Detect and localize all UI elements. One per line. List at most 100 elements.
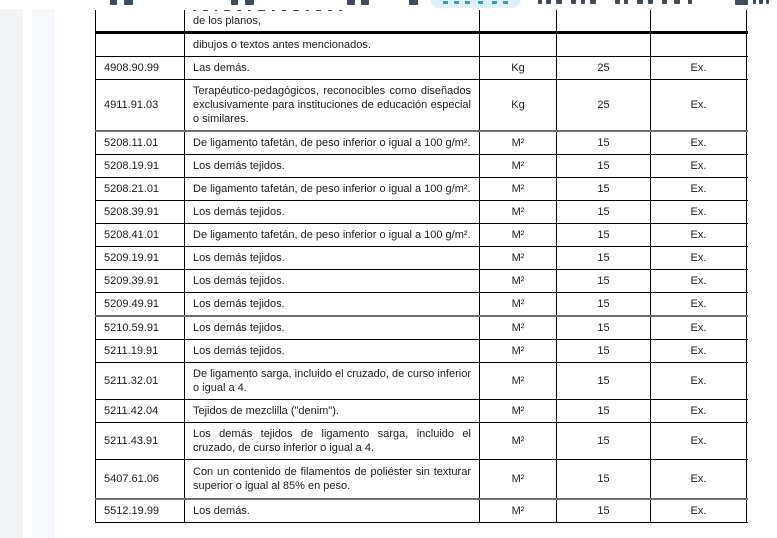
ex-cell: Ex. — [651, 363, 747, 399]
tariff-table: de los planos, dibujos o textos antes men… — [95, 10, 748, 523]
description-cell: Los demás. — [185, 500, 480, 522]
unit-cell: M² — [480, 363, 557, 399]
code-cell: 4908.90.99 — [95, 57, 185, 79]
code-cell: 5211.19.91 — [95, 340, 185, 362]
unit-cell: Kg — [480, 80, 557, 130]
description-cell: Los demás tejidos. — [185, 317, 480, 339]
ex-cell — [651, 10, 747, 31]
rate-cell: 15 — [557, 400, 651, 422]
description-cell: Los demás tejidos. — [185, 293, 480, 315]
table-row: 5211.43.91 Los demás tejidos de ligamento… — [95, 423, 748, 460]
description-text: de los planos, — [193, 15, 261, 27]
description-cell: De ligamento tafetán, de peso inferior o… — [185, 224, 480, 246]
code-cell: 5512.19.99 — [95, 500, 185, 522]
toolbar-text-fragment — [556, 0, 562, 4]
description-cell: De ligamento tafetán, de peso inferior o… — [185, 178, 480, 200]
rate-cell: 15 — [557, 293, 651, 315]
table-row: de los planos, — [95, 10, 748, 34]
toolbar-active-pill-button[interactable] — [431, 0, 520, 8]
code-cell: 5211.42.04 — [95, 400, 185, 422]
ex-cell: Ex. — [651, 155, 747, 177]
unit-cell: M² — [480, 224, 557, 246]
toolbar-icon-fragment — [735, 0, 748, 5]
description-text: De ligamento sarga, incluido el cruzado,… — [193, 368, 471, 394]
code-cell: 4911.91.03 — [95, 80, 185, 130]
rate-cell: 15 — [557, 317, 651, 339]
description-cell: Las demás. — [185, 57, 480, 79]
description-text: Los demás tejidos. — [193, 298, 285, 310]
description-cell: dibujos o textos antes mencionados. — [185, 34, 480, 56]
ex-cell: Ex. — [651, 500, 747, 522]
description-text: Con un contenido de filamentos de poliés… — [193, 466, 471, 492]
clipped-text-fragments — [193, 10, 471, 11]
unit-cell: M² — [480, 460, 557, 498]
code-cell — [95, 34, 185, 56]
table-row: 5211.32.01 De ligamento sarga, incluido e… — [95, 363, 748, 400]
table-row: dibujos o textos antes mencionados. — [95, 34, 748, 57]
ex-cell: Ex. — [651, 400, 747, 422]
ex-cell: Ex. — [651, 247, 747, 269]
description-cell: De ligamento sarga, incluido el cruzado,… — [185, 363, 480, 399]
rate-cell: 25 — [557, 80, 651, 130]
rate-cell: 15 — [557, 423, 651, 459]
ex-cell: Ex. — [651, 57, 747, 79]
rate-cell: 15 — [557, 270, 651, 292]
ex-cell: Ex. — [651, 423, 747, 459]
toolbar-icon-fragment — [409, 0, 418, 5]
description-text: Los demás tejidos. — [193, 345, 285, 357]
table-row: 5208.39.91 Los demás tejidos. M² 15 Ex. — [95, 201, 748, 224]
unit-cell: Kg — [480, 57, 557, 79]
ex-cell: Ex. — [651, 340, 747, 362]
description-cell: De ligamento tafetán, de peso inferior o… — [185, 132, 480, 154]
description-text: Los demás tejidos. — [193, 252, 285, 264]
rate-cell: 15 — [557, 178, 651, 200]
pill-text-fragment — [454, 1, 459, 4]
toolbar-icon-fragment — [759, 0, 763, 4]
pill-text-fragment — [492, 1, 497, 4]
table-row: 5209.39.91 Los demás tejidos. M² 15 Ex. — [95, 270, 748, 293]
toolbar-icon-fragment — [766, 0, 769, 4]
toolbar-text-fragment — [615, 0, 620, 4]
unit-cell: M² — [480, 423, 557, 459]
code-cell: 5208.11.01 — [95, 132, 185, 154]
code-cell: 5209.39.91 — [95, 270, 185, 292]
ex-cell: Ex. — [651, 201, 747, 223]
rate-cell: 15 — [557, 500, 651, 522]
code-cell: 5208.39.91 — [95, 201, 185, 223]
description-text: Las demás. — [193, 62, 250, 74]
table-row: 5210.59.91 Los demás tejidos. M² 15 Ex. — [95, 317, 748, 340]
code-cell — [95, 10, 185, 31]
pill-text-fragment — [478, 1, 483, 4]
code-cell: 5211.32.01 — [95, 363, 185, 399]
description-cell: Los demás tejidos. — [185, 270, 480, 292]
unit-cell: M² — [480, 201, 557, 223]
code-cell: 5209.49.91 — [95, 293, 185, 315]
unit-cell: M² — [480, 293, 557, 315]
toolbar-text-fragment — [546, 0, 551, 4]
unit-cell: M² — [480, 155, 557, 177]
toolbar-text-fragment — [590, 0, 596, 4]
rate-cell: 15 — [557, 201, 651, 223]
description-cell: Los demás tejidos de ligamento sarga, in… — [185, 423, 480, 459]
description-cell: de los planos, — [185, 10, 480, 31]
ex-cell: Ex. — [651, 460, 747, 498]
toolbar-text-fragment — [688, 0, 692, 4]
table-row: 5208.19.91 Los demás tejidos. M² 15 Ex. — [95, 155, 748, 178]
rate-cell — [557, 34, 651, 56]
toolbar-icon-fragment — [124, 0, 133, 5]
table-row: 5211.42.04 Tejidos de mezclilla ("denim")… — [95, 400, 748, 423]
description-cell: Los demás tejidos. — [185, 340, 480, 362]
code-cell: 5208.19.91 — [95, 155, 185, 177]
description-text: Los demás tejidos. — [193, 322, 285, 334]
unit-cell: M² — [480, 132, 557, 154]
rate-cell: 15 — [557, 132, 651, 154]
ex-cell: Ex. — [651, 132, 747, 154]
table-row: 4911.91.03 Terapéutico-pedagógicos, recon… — [95, 80, 748, 132]
toolbar-text-fragment — [674, 0, 680, 4]
description-text: Terapéutico-pedagógicos, reconocibles co… — [193, 85, 471, 125]
toolbar-icon-fragment — [753, 0, 756, 4]
table-row: 5512.19.99 Los demás. M² 15 Ex. — [95, 500, 748, 523]
rate-cell: 15 — [557, 155, 651, 177]
code-cell: 5208.21.01 — [95, 178, 185, 200]
toolbar-icon-fragment — [231, 0, 238, 5]
